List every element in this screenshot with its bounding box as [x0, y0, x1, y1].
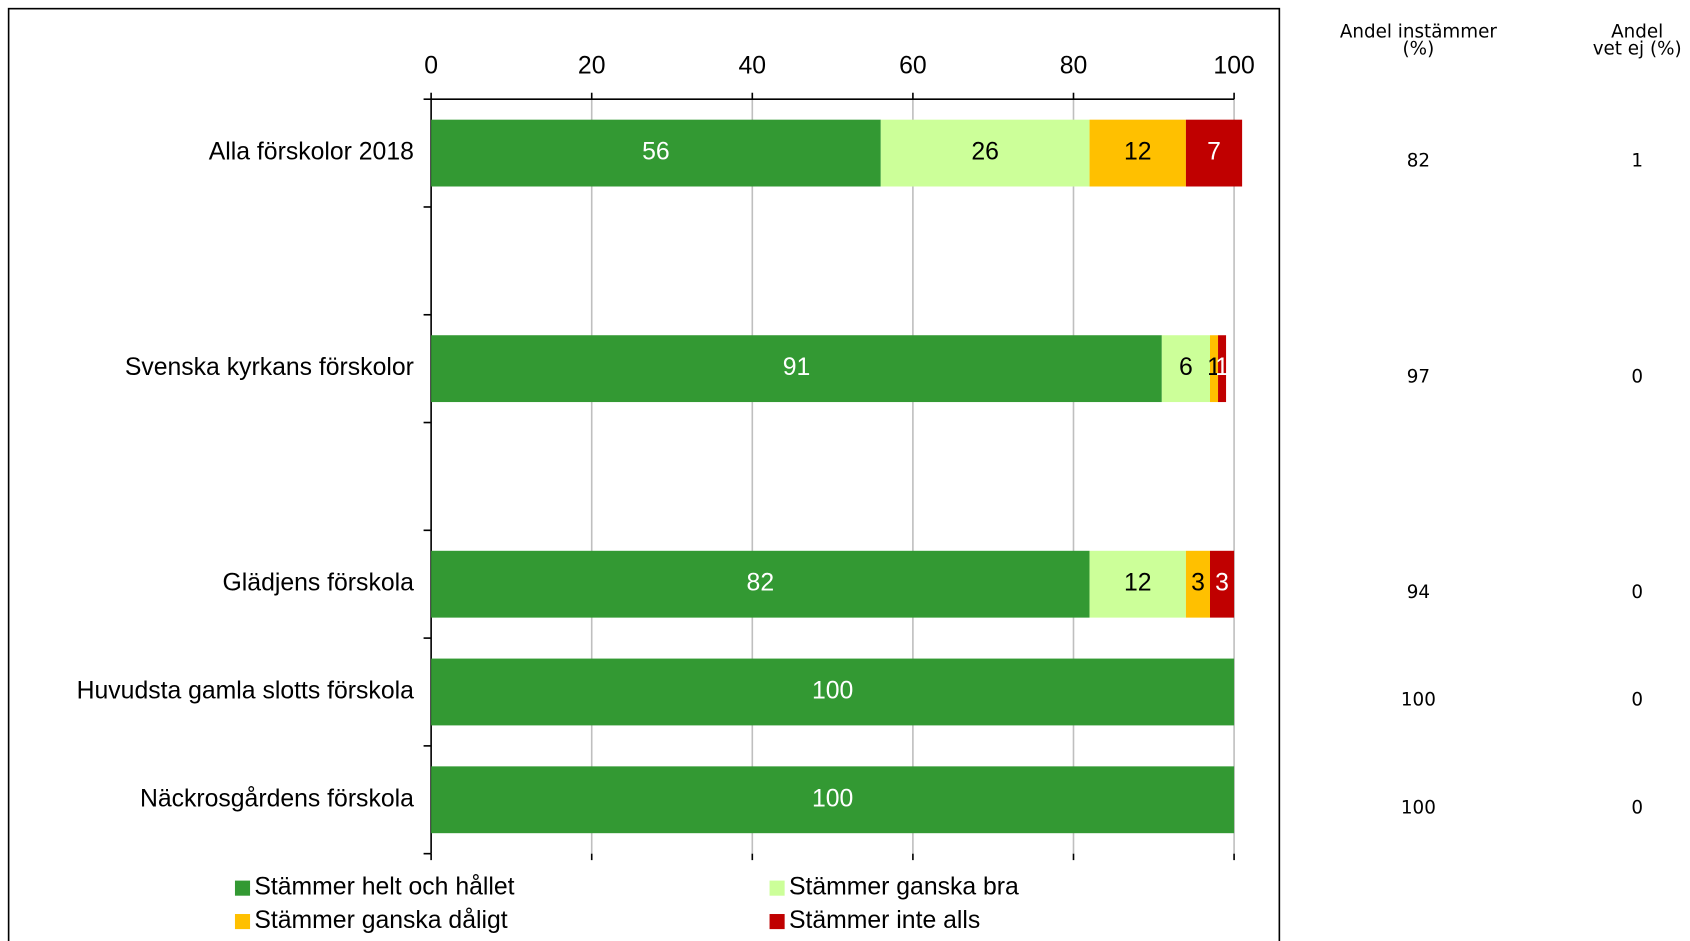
- bar-value-label: 1: [1207, 354, 1221, 381]
- legend-label: Stämmer ganska dåligt: [254, 907, 507, 934]
- bar-segment: [1209, 335, 1219, 403]
- legend-label: Stämmer ganska bra: [789, 874, 1019, 901]
- bar-value-label: 100: [812, 678, 853, 705]
- side-table-value: 97: [1407, 366, 1430, 387]
- bar-segment: [1185, 119, 1243, 187]
- side-table-value: 1: [1631, 151, 1643, 172]
- x-tick-label: 80: [1060, 52, 1088, 79]
- side-table-value: 0: [1631, 582, 1643, 603]
- bar-value-label: 7: [1207, 139, 1221, 166]
- side-table-value: 0: [1631, 690, 1643, 711]
- side-table-value: 94: [1407, 582, 1430, 603]
- side-table-header: (%): [1403, 39, 1435, 60]
- bar-segment: [431, 119, 881, 187]
- bar-segment: [1185, 550, 1210, 618]
- bar-value-label: 12: [1124, 139, 1152, 166]
- bar-value-label: 100: [812, 785, 853, 812]
- x-tick-label: 40: [739, 52, 767, 79]
- side-table-header: Andel instämmer: [1340, 21, 1498, 42]
- legend-swatch: [234, 914, 251, 930]
- x-tick-label: 100: [1213, 52, 1254, 79]
- x-tick-label: 60: [899, 52, 927, 79]
- side-table-header: vet ej (%): [1593, 39, 1682, 60]
- y-tick-label: Näckrosgårdens förskola: [140, 785, 414, 812]
- bar-value-label: 3: [1191, 570, 1205, 597]
- chart-frame: [7, 7, 1281, 941]
- side-table-value: 100: [1401, 797, 1436, 818]
- side-table-value: 100: [1401, 690, 1436, 711]
- legend-label: Stämmer helt och hållet: [254, 874, 514, 901]
- bar-value-label: 91: [783, 354, 811, 381]
- y-tick-label: Huvudsta gamla slotts förskola: [77, 678, 414, 705]
- bar-segment: [431, 550, 1090, 618]
- legend-swatch: [234, 880, 251, 896]
- bar-segment: [431, 766, 1235, 834]
- bar-segment: [1218, 335, 1227, 403]
- y-tick-label: Svenska kyrkans förskolor: [125, 354, 414, 381]
- bar-segment: [1209, 550, 1235, 618]
- bar-segment: [880, 119, 1090, 187]
- bar-value-label: 3: [1215, 570, 1229, 597]
- legend-label: Stämmer inte alls: [789, 907, 980, 934]
- legend-swatch: [769, 914, 785, 930]
- bar-segment: [431, 658, 1235, 726]
- y-tick-label: Alla förskolor 2018: [209, 139, 414, 166]
- side-table-value: 82: [1407, 151, 1430, 172]
- y-tick-label: Glädjens förskola: [223, 570, 415, 597]
- bar-value-label: 26: [971, 139, 999, 166]
- bar-value-label: 1: [1215, 354, 1229, 381]
- bar-value-label: 56: [642, 139, 670, 166]
- bar-value-label: 82: [747, 570, 775, 597]
- legend-swatch: [769, 880, 785, 896]
- side-table-value: 0: [1631, 366, 1643, 387]
- bar-segment: [1089, 119, 1186, 187]
- side-table-value: 0: [1631, 797, 1643, 818]
- bar-value-label: 6: [1179, 354, 1193, 381]
- bar-segment: [1089, 550, 1186, 618]
- x-tick-label: 20: [578, 52, 606, 79]
- side-table-header: Andel: [1611, 21, 1663, 42]
- bar-value-label: 12: [1124, 570, 1152, 597]
- bar-segment: [431, 335, 1162, 403]
- x-tick-label: 0: [424, 52, 438, 79]
- bar-segment: [1161, 335, 1210, 403]
